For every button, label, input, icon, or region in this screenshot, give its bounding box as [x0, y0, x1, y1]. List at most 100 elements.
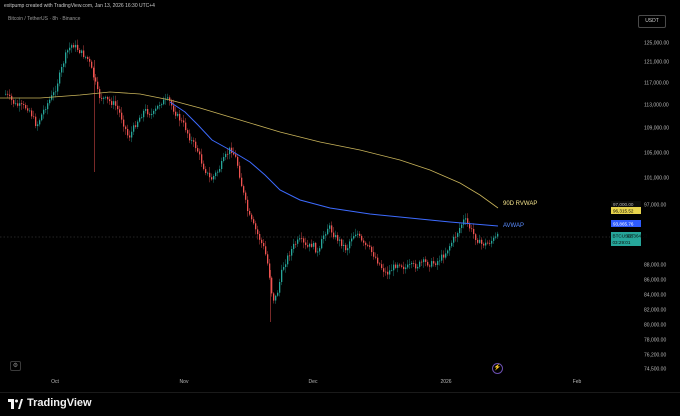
candle-body — [317, 251, 319, 253]
currency-button[interactable]: USDT — [638, 15, 666, 28]
candle-body — [273, 293, 275, 301]
candle-body — [193, 140, 195, 142]
time-tick-label: Oct — [51, 379, 59, 385]
candle-body — [353, 236, 355, 239]
candle-body — [305, 242, 307, 246]
candle-body — [63, 63, 65, 67]
candle-body — [177, 113, 179, 116]
candle-body — [19, 103, 21, 106]
candle-body — [429, 265, 431, 267]
candle-body — [329, 225, 331, 229]
candle-body — [159, 105, 161, 106]
candle-body — [465, 218, 467, 220]
candle-body — [255, 223, 257, 230]
candle-body — [327, 228, 329, 235]
price-tick-label: 113,000.00 — [644, 103, 669, 109]
candle-body — [309, 243, 311, 247]
candle-body — [395, 264, 397, 268]
candle-body — [129, 135, 131, 138]
candle-body — [285, 264, 287, 267]
candle-body — [435, 263, 437, 265]
candle-body — [149, 114, 151, 116]
candle-body — [371, 246, 373, 253]
candle-body — [297, 239, 299, 244]
candle-body — [133, 125, 135, 132]
candle-body — [275, 295, 277, 301]
candle-body — [319, 248, 321, 252]
candle-body — [235, 154, 237, 157]
candle-body — [163, 99, 165, 105]
candle-body — [411, 263, 413, 265]
candle-body — [489, 243, 491, 244]
candle-body — [33, 116, 35, 118]
candle-body — [225, 153, 227, 158]
candle-body — [181, 120, 183, 122]
candle-body — [443, 254, 445, 258]
candle-body — [417, 266, 419, 269]
candle-body — [205, 169, 207, 173]
candle-body — [199, 151, 201, 155]
candle-body — [95, 77, 97, 82]
candle-body — [23, 104, 25, 105]
candle-body — [363, 240, 365, 243]
candle-body — [243, 186, 245, 193]
price-axis[interactable]: 125,000.00 121,000.00 117,000.00 113,000.00… — [644, 41, 669, 373]
candle-body — [17, 103, 19, 106]
price-tick-label: 86,000.00 — [644, 278, 666, 284]
candle-body — [473, 229, 475, 235]
candle-body — [97, 81, 99, 90]
price-tick-label: 82,000.00 — [644, 308, 666, 314]
candle-body — [7, 93, 9, 95]
candle-body — [211, 177, 213, 180]
event-marker-icon[interactable]: ⚡ — [492, 363, 503, 374]
candle-body — [295, 243, 297, 245]
candle-body — [449, 246, 451, 251]
candle-body — [493, 237, 495, 241]
candle-body — [397, 264, 399, 268]
candle-body — [239, 165, 241, 178]
candle-body — [99, 89, 101, 98]
candle-body — [43, 109, 45, 115]
candle-body — [229, 147, 231, 155]
candle-body — [15, 103, 17, 105]
candle-body — [421, 261, 423, 263]
candle-body — [37, 124, 39, 127]
candle-body — [221, 161, 223, 169]
price-tick-label: 88,000.00 — [644, 263, 666, 269]
brand-name: TradingView — [27, 397, 92, 409]
candle-body — [479, 239, 481, 243]
candle-body — [137, 121, 139, 127]
candle-body — [75, 44, 77, 48]
time-axis[interactable]: Oct Nov Dec 2026 Feb — [51, 379, 581, 385]
price-tick-label: 105,000.00 — [644, 151, 669, 157]
candle-body — [425, 259, 427, 262]
candle-body — [183, 120, 185, 123]
countdown-timer: 03:29:01 — [613, 240, 631, 245]
candle-body — [467, 218, 469, 224]
candle-body — [355, 234, 357, 237]
candle-body — [315, 242, 317, 253]
candle-body — [323, 235, 325, 239]
candle-body — [213, 176, 215, 180]
candle-body — [61, 67, 63, 73]
candle-body — [219, 169, 221, 172]
candle-body — [39, 120, 41, 125]
candle-body — [333, 232, 335, 238]
candle-body — [419, 261, 421, 267]
candle-body — [321, 239, 323, 249]
price-tick-label: 97,000.00 — [644, 203, 666, 209]
price-chart[interactable]: 90D RVWAP AVWAP 125,000.00 121,000.00 117,… — [0, 0, 680, 392]
candle-body — [461, 224, 463, 228]
candle-body — [433, 261, 435, 264]
candle-body — [245, 192, 247, 200]
candle-body — [57, 83, 59, 92]
candle-body — [65, 52, 67, 64]
candle-body — [459, 228, 461, 234]
candle-body — [173, 105, 175, 112]
symbol-legend[interactable]: Bitcoin / TetherUS · 8h · Binance — [8, 16, 81, 22]
candle-body — [439, 260, 441, 262]
candle-body — [455, 236, 457, 238]
candle-body — [93, 67, 95, 78]
avwap-value-text: 93,865.76 — [613, 222, 634, 227]
settings-icon[interactable]: ⚙ — [10, 361, 21, 371]
